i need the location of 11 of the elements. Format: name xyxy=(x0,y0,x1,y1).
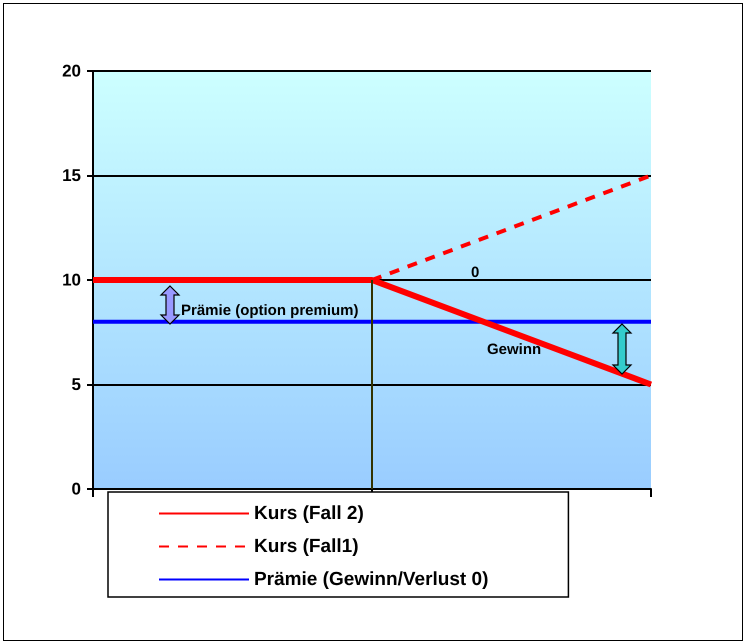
annotation: 0 xyxy=(471,264,480,281)
annotation: Prämie (option premium) xyxy=(181,302,359,319)
y-tick-label: 0 xyxy=(72,480,81,498)
y-tick-label: 15 xyxy=(62,166,81,185)
legend-label: Prämie (Gewinn/Verlust 0) xyxy=(254,569,488,590)
legend-label: Kurs (Fall 2) xyxy=(254,503,364,524)
y-tick-label: 10 xyxy=(62,270,81,290)
y-tick-label: 5 xyxy=(72,375,81,394)
annotation: Gewinn xyxy=(487,341,542,358)
y-tick-label: 20 xyxy=(62,62,81,80)
legend-label: Kurs (Fall1) xyxy=(254,536,359,557)
